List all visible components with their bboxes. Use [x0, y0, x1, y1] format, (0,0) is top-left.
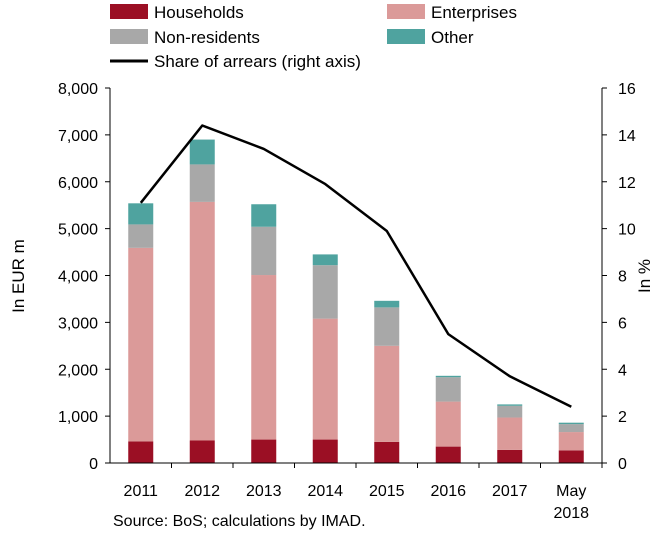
bar-households-6	[435, 446, 461, 463]
left-tick-label: 4,000	[58, 269, 98, 286]
bar-enterprises-2	[189, 201, 215, 441]
bar-other-5	[374, 300, 400, 308]
bar-non-residents-6	[435, 377, 461, 402]
bar-non-residents-5	[374, 307, 400, 346]
bar-other-2	[189, 139, 215, 165]
bar-enterprises-5	[374, 345, 400, 442]
legend-label-share-of-arrears: Share of arrears (right axis)	[154, 52, 361, 71]
left-tick-label: 5,000	[58, 222, 98, 239]
bar-other-3	[251, 204, 277, 227]
bar-enterprises-8	[558, 432, 584, 451]
right-tick-label: 4	[618, 362, 627, 379]
line-share-of-arrears	[139, 124, 572, 408]
bar-other-8	[558, 422, 584, 425]
bar-other-1	[128, 203, 154, 225]
bar-enterprises-7	[497, 417, 523, 450]
left-tick-label: 6,000	[58, 175, 98, 192]
bar-enterprises-6	[435, 401, 461, 447]
left-tick-label: 1,000	[58, 409, 98, 426]
bar-non-residents-1	[128, 224, 154, 248]
right-tick-label: 16	[618, 81, 636, 98]
left-tick-label: 8,000	[58, 81, 98, 98]
x-tick-label: 2014	[307, 483, 343, 500]
right-tick-label: 10	[618, 222, 636, 239]
right-tick-label: 2	[618, 409, 627, 426]
bar-households-3	[251, 439, 277, 463]
legend-swatch-non-residents	[110, 29, 148, 44]
bar-households-5	[374, 441, 400, 463]
x-tick-label: 2013	[246, 483, 282, 500]
legend-label-non-residents: Non-residents	[154, 28, 260, 47]
left-tick-label: 2,000	[58, 362, 98, 379]
bar-other-6	[435, 375, 461, 378]
bar-other-7	[497, 404, 523, 406]
x-tick-label: 2015	[369, 483, 405, 500]
x-tick-label: 2016	[430, 483, 466, 500]
right-axis-title: In %	[635, 259, 654, 293]
bar-non-residents-4	[312, 265, 338, 319]
bar-non-residents-8	[558, 424, 584, 433]
left-tick-label: 3,000	[58, 315, 98, 332]
left-tick-label: 7,000	[58, 128, 98, 145]
bar-households-1	[128, 441, 154, 463]
right-tick-label: 14	[618, 128, 636, 145]
bar-enterprises-4	[312, 318, 338, 440]
legend: Households Enterprises Non-residents Other S…	[110, 3, 517, 71]
legend-label-enterprises: Enterprises	[431, 3, 517, 22]
bar-households-8	[558, 450, 584, 463]
legend-swatch-other	[387, 29, 425, 44]
right-tick-label: 12	[618, 175, 636, 192]
legend-swatch-households	[110, 4, 148, 19]
plot-area: 0 1,000 2,000 3,000 4,000 5,000 6,000 7,000 8,00…	[58, 81, 636, 522]
bar-non-residents-3	[251, 226, 277, 276]
x-tick-label: 2012	[184, 483, 220, 500]
left-axis-title: In EUR m	[9, 239, 28, 313]
x-tick-label: 2018	[553, 505, 589, 522]
x-tick-label: May	[556, 483, 586, 500]
right-tick-label: 0	[618, 456, 627, 473]
bar-households-2	[189, 440, 215, 463]
source-note: Source: BoS; calculations by IMAD.	[113, 513, 366, 530]
bar-households-4	[312, 439, 338, 463]
right-tick-label: 8	[618, 269, 627, 286]
bar-non-residents-7	[497, 405, 523, 418]
legend-swatch-enterprises	[387, 4, 425, 19]
legend-label-other: Other	[431, 28, 474, 47]
bar-enterprises-1	[128, 247, 154, 442]
bar-enterprises-3	[251, 275, 277, 440]
bar-other-4	[312, 254, 338, 266]
x-tick-label: 2017	[492, 483, 528, 500]
legend-label-households: Households	[154, 3, 244, 22]
bar-non-residents-2	[189, 164, 215, 202]
bar-households-7	[497, 449, 523, 463]
right-tick-label: 6	[618, 315, 627, 332]
x-tick-label: 2011	[124, 483, 159, 500]
left-tick-label: 0	[89, 456, 98, 473]
